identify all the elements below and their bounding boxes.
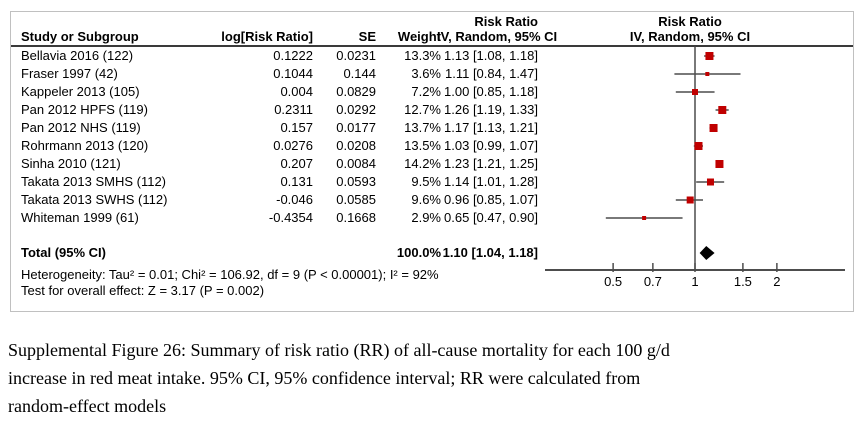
log-rr-value: 0.1044 <box>273 66 313 81</box>
axis-tick-label: 1 <box>691 274 698 289</box>
log-rr-value: -0.046 <box>276 192 313 207</box>
header-plot-ci-method: IV, Random, 95% CI <box>629 29 751 44</box>
ci-text: 1.26 [1.19, 1.33] <box>444 102 538 117</box>
weight-value: 2.9% <box>411 210 441 225</box>
weight-value: 13.7% <box>404 120 441 135</box>
header-weight: Weight <box>397 29 441 44</box>
effect-square <box>642 216 647 220</box>
weight-value: 13.5% <box>404 138 441 153</box>
header-plot-risk-ratio: Risk Ratio <box>658 14 722 29</box>
study-name: Takata 2013 SWHS (112) <box>21 192 168 207</box>
log-rr-value: 0.2311 <box>274 102 313 117</box>
ci-text: 1.03 [0.99, 1.07] <box>444 138 538 153</box>
heterogeneity-text: Heterogeneity: Tau² = 0.01; Chi² = 106.9… <box>21 267 439 282</box>
caption-line-2: increase in red meat intake. 95% CI, 95%… <box>8 368 641 388</box>
log-rr-value: 0.157 <box>280 120 313 135</box>
study-name: Pan 2012 NHS (119) <box>21 120 141 135</box>
study-name: Pan 2012 HPFS (119) <box>21 102 148 117</box>
study-name: Bellavia 2016 (122) <box>21 48 134 63</box>
weight-value: 3.6% <box>411 66 441 81</box>
header-se: SE <box>358 29 376 44</box>
se-value: 0.0177 <box>336 120 376 135</box>
effect-square <box>706 178 714 186</box>
log-rr-value: 0.207 <box>280 156 313 171</box>
se-value: 0.0593 <box>336 174 376 189</box>
weight-value: 14.2% <box>404 156 441 171</box>
weight-value: 12.7% <box>404 102 441 117</box>
study-name: Sinha 2010 (121) <box>21 156 121 171</box>
effect-square <box>686 196 694 204</box>
figure-caption: Supplemental Figure 26: Summary of risk … <box>8 336 863 420</box>
study-name: Takata 2013 SMHS (112) <box>21 174 166 189</box>
effect-square <box>694 142 703 150</box>
ci-text: 1.11 [0.84, 1.47] <box>445 66 538 81</box>
study-name: Rohrmann 2013 (120) <box>21 138 149 153</box>
caption-line-3: random-effect models <box>8 396 167 416</box>
figure-box: Study or Subgroup log[Risk Ratio] SE Wei… <box>10 11 854 312</box>
weight-value: 7.2% <box>411 84 441 99</box>
effect-square <box>692 89 698 95</box>
header-study-or-subgroup: Study or Subgroup <box>21 29 139 44</box>
axis-tick-label: 0.5 <box>604 274 622 289</box>
header-log-risk-ratio: log[Risk Ratio] <box>221 29 313 44</box>
caption-line-1: Supplemental Figure 26: Summary of risk … <box>8 340 670 360</box>
effect-square <box>715 160 724 168</box>
axis-tick-label: 1.5 <box>734 274 752 289</box>
weight-value: 9.5% <box>411 174 441 189</box>
study-name: Kappeler 2013 (105) <box>21 84 140 99</box>
se-value: 0.0292 <box>336 102 376 117</box>
effect-square <box>718 106 727 114</box>
axis-tick-label: 2 <box>773 274 780 289</box>
log-rr-value: 0.004 <box>280 84 313 99</box>
total-weight: 100.0% <box>396 245 441 260</box>
log-rr-value: 0.1222 <box>273 48 313 63</box>
weight-value: 13.3% <box>404 48 441 63</box>
ci-text: 1.13 [1.08, 1.18] <box>444 48 538 63</box>
header-stat-risk-ratio: Risk Ratio <box>474 14 538 29</box>
ci-text: 1.23 [1.21, 1.25] <box>444 156 538 171</box>
header-rule <box>11 45 853 47</box>
effect-square <box>705 52 714 60</box>
ci-text: 0.65 [0.47, 0.90] <box>444 210 538 225</box>
total-ci-text: 1.10 [1.04, 1.18] <box>442 245 538 260</box>
log-rr-value: -0.4354 <box>268 210 313 225</box>
total-label: Total (95% CI) <box>21 245 106 260</box>
ci-text: 1.14 [1.01, 1.28] <box>444 174 538 189</box>
se-value: 0.0208 <box>336 138 376 153</box>
log-rr-value: 0.0276 <box>273 138 313 153</box>
ci-text: 1.17 [1.13, 1.21] <box>444 120 538 135</box>
ci-text: 0.96 [0.85, 1.07] <box>444 192 538 207</box>
weight-value: 9.6% <box>411 192 441 207</box>
effect-square <box>709 124 718 132</box>
se-value: 0.0231 <box>336 48 376 63</box>
se-value: 0.0084 <box>336 156 376 171</box>
log-rr-value: 0.131 <box>280 174 313 189</box>
se-value: 0.144 <box>343 66 376 81</box>
header-stat-ci-method: IV, Random, 95% CI <box>437 29 558 44</box>
study-name: Fraser 1997 (42) <box>21 66 118 81</box>
effect-square <box>705 72 710 76</box>
se-value: 0.0585 <box>336 192 376 207</box>
axis-tick-label: 0.7 <box>644 274 662 289</box>
summary-diamond <box>699 246 715 260</box>
overall-effect-text: Test for overall effect: Z = 3.17 (P = 0… <box>21 283 265 298</box>
study-name: Whiteman 1999 (61) <box>21 210 139 225</box>
se-value: 0.1668 <box>336 210 376 225</box>
ci-text: 1.00 [0.85, 1.18] <box>444 84 538 99</box>
forest-plot-svg: 0.5 0.7 1 1.5 2 <box>545 46 845 289</box>
se-value: 0.0829 <box>336 84 376 99</box>
